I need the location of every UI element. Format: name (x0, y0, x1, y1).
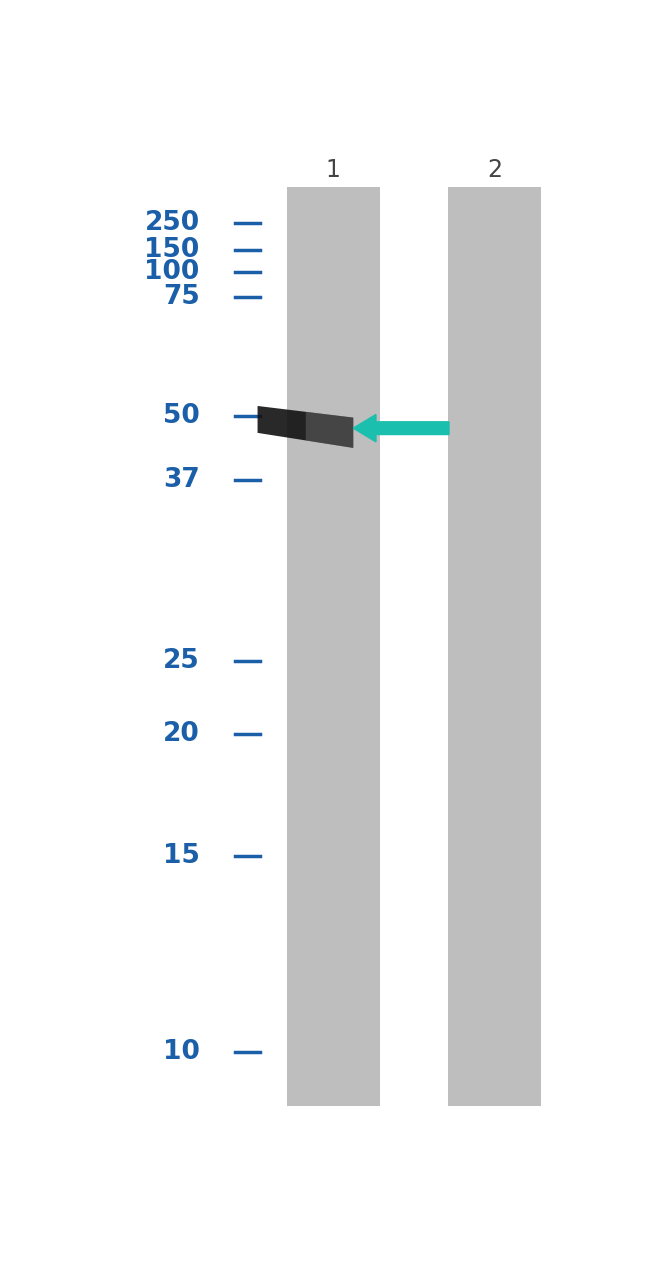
Polygon shape (257, 406, 354, 448)
Text: 250: 250 (144, 210, 200, 236)
Text: 25: 25 (163, 648, 200, 674)
Text: 20: 20 (163, 721, 200, 747)
Text: 15: 15 (162, 843, 200, 870)
Text: 100: 100 (144, 259, 200, 284)
Text: 150: 150 (144, 237, 200, 263)
FancyArrow shape (354, 414, 449, 442)
Text: 1: 1 (326, 157, 341, 182)
Polygon shape (306, 411, 354, 448)
Text: 75: 75 (163, 284, 200, 310)
Text: 10: 10 (162, 1039, 200, 1066)
Text: 37: 37 (163, 467, 200, 493)
Bar (287, 187, 380, 1106)
Text: 50: 50 (163, 404, 200, 429)
Bar (448, 187, 541, 1106)
Text: 2: 2 (487, 157, 502, 182)
